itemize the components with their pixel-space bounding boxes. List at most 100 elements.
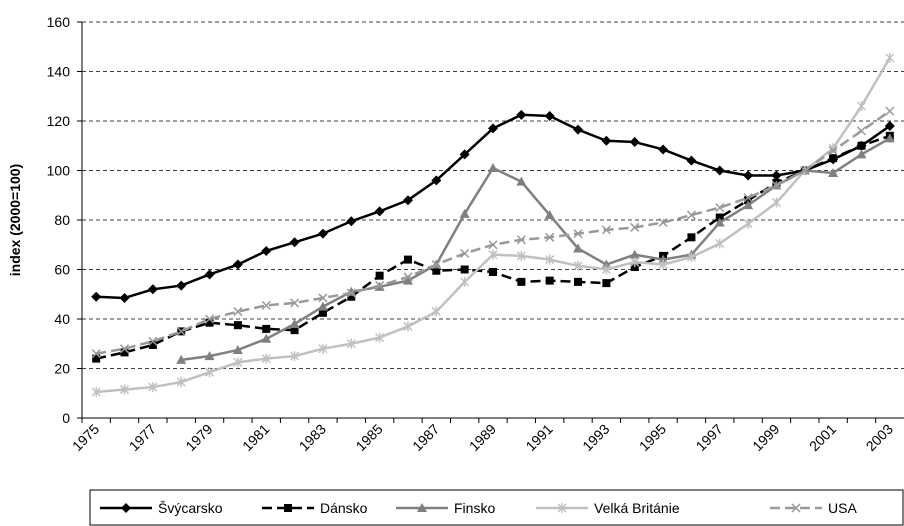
point [402,195,413,206]
x-tick-label: 1979 [182,421,215,454]
legend-marker [557,503,567,513]
point [856,126,867,136]
point [715,238,725,249]
point [573,243,584,253]
y-axis-label: index (2000=100) [7,164,23,276]
x-tick-label: 1993 [579,421,612,454]
point [488,240,498,250]
point [119,384,130,395]
point [459,149,470,160]
point [261,333,272,343]
point [176,354,187,364]
point [829,154,838,163]
y-tick-label: 40 [54,311,70,327]
point [686,210,696,220]
point [488,163,498,173]
point [205,318,214,327]
point [233,357,243,368]
point [204,351,215,361]
point [261,245,272,256]
point [289,318,300,328]
legend-label: Finsko [454,500,495,516]
x-tick-label: 2003 [863,421,896,454]
legend-label: USA [828,500,857,516]
x-tick-label: 1997 [693,421,726,454]
point [545,254,555,265]
point [347,292,356,301]
point [262,324,271,333]
y-tick-label: 60 [54,262,70,278]
point [403,255,412,264]
point [545,232,555,242]
point [771,197,781,208]
point [317,228,328,239]
point [289,237,300,248]
x-tick-label: 1999 [749,421,782,454]
point [544,210,555,220]
x-tick-label: 1975 [69,421,102,454]
point [743,200,754,210]
point [317,301,328,311]
y-tick-label: 100 [47,163,71,179]
series-line [96,57,891,394]
x-tick-label: 1991 [522,421,555,454]
point [403,321,413,332]
point [205,367,215,378]
point [601,264,611,275]
point [403,272,413,282]
point [148,340,157,349]
point [743,193,753,203]
point [431,260,441,270]
point [460,276,470,287]
point [658,217,668,228]
point [460,265,469,274]
point [800,165,810,176]
point [261,300,271,310]
point [204,269,215,280]
point [346,288,356,298]
legend-marker [284,504,292,512]
point [885,106,895,116]
point [630,222,640,232]
point [375,332,385,343]
legend-marker [121,503,131,513]
point [459,208,470,218]
series-line [95,110,891,355]
point [120,348,129,357]
x-tick-label: 1977 [126,421,159,454]
point [573,124,584,135]
x-tick-label: 1985 [352,421,385,454]
point [885,52,895,63]
point [884,133,895,143]
point [687,233,696,242]
point [544,111,555,122]
legend-marker [791,503,801,513]
x-tick-label: 1989 [466,421,499,454]
point [743,218,753,229]
point [119,292,130,303]
y-tick-label: 0 [62,410,70,426]
point [232,344,243,354]
point [375,271,384,280]
point [460,248,470,258]
point [92,354,101,363]
point [91,387,101,398]
point [91,291,102,302]
point [629,249,640,259]
point [602,279,611,288]
y-tick-label: 80 [54,212,70,228]
legend-marker [417,503,427,512]
point [176,280,187,291]
point [516,235,526,245]
legend-label: Švýcarsko [158,500,223,516]
x-tick-label: 1987 [409,421,442,454]
point [743,170,754,181]
point [290,326,299,335]
point [290,298,300,308]
point [176,326,186,336]
point [828,146,838,156]
point [261,353,271,364]
y-tick-label: 120 [47,113,71,129]
legend-box [89,489,904,526]
point [318,308,327,317]
